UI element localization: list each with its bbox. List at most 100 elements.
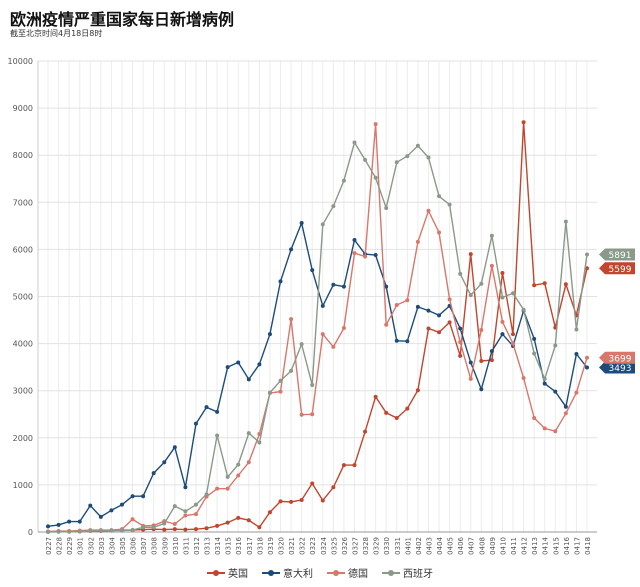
end-label-badge [599,361,635,374]
data-point [98,514,103,519]
data-point [542,281,547,286]
data-point [405,298,410,303]
x-tick-label: 0322 [299,537,307,555]
end-label-badge [599,248,635,261]
legend-item[interactable]: 英国 [207,565,248,580]
data-point [521,375,526,380]
x-tick-label: 0315 [225,537,233,555]
x-tick-label: 0321 [288,537,296,555]
data-point [468,376,473,381]
data-point [236,360,241,365]
data-point [447,202,452,207]
data-point [341,284,346,289]
data-point [278,279,283,284]
data-point [225,520,230,525]
end-label-badge [599,262,635,275]
data-point [394,160,399,165]
data-point [193,502,198,507]
data-point [56,529,61,534]
series-line [47,122,588,533]
data-point [352,237,357,242]
data-point [521,307,526,312]
data-point [437,194,442,199]
x-tick-label: 0409 [489,537,497,555]
x-tick-label: 0414 [542,536,550,554]
data-point [310,268,315,273]
x-tick-label: 0330 [383,537,391,555]
data-point [489,233,494,238]
data-point [479,359,484,364]
x-tick-label: 0316 [235,536,243,554]
data-point [500,319,505,324]
data-point [363,157,368,162]
data-point [193,421,198,426]
data-point [77,519,82,524]
data-point [172,445,177,450]
data-point [479,387,484,392]
data-point [553,429,558,434]
x-tick-label: 0229 [66,537,74,555]
x-tick-label: 0312 [193,537,201,555]
x-tick-label: 0418 [584,537,592,555]
x-tick-label: 0329 [373,537,381,555]
data-point [56,522,61,527]
data-point [574,351,579,356]
data-point [405,154,410,159]
legend-label: 意大利 [283,569,313,580]
legend-item[interactable]: 德国 [327,565,368,580]
data-point [299,497,304,502]
data-point [373,253,378,258]
legend-item[interactable]: 意大利 [262,565,313,580]
data-point [585,252,589,257]
data-point [141,525,146,530]
x-tick-label: 0411 [510,537,518,555]
data-point [46,530,50,534]
data-point [363,254,368,259]
data-point [489,263,494,268]
data-point [331,485,336,490]
data-point [257,525,262,530]
data-point [405,339,410,344]
x-tick-label: 0401 [404,537,412,555]
data-point [67,529,72,534]
data-point [437,313,442,318]
data-point [246,460,251,465]
data-point [352,251,357,256]
data-point [394,416,399,421]
data-point [183,527,188,532]
x-tick-label: 0309 [161,537,169,555]
x-tick-label: 0323 [309,537,317,555]
data-point [532,283,537,288]
data-point [289,368,294,373]
data-point [511,332,516,337]
data-point [225,486,230,491]
data-point [310,481,315,486]
x-tick-label: 0324 [320,536,328,554]
data-point [426,155,431,160]
data-point [511,291,516,296]
data-point [320,498,325,503]
end-label-badge [599,351,635,364]
data-point [172,504,177,509]
x-tick-label: 0327 [351,537,359,555]
data-point [289,499,294,504]
data-point [278,499,283,504]
x-tick-label: 0402 [415,537,423,555]
end-label: 5599 [609,265,632,275]
data-point [384,410,389,415]
data-point [236,462,241,467]
data-point [246,431,251,436]
data-point [183,513,188,518]
legend-item[interactable]: 西班牙 [382,565,433,580]
data-point [119,502,124,507]
data-point [384,322,389,327]
legend-swatch [382,568,400,578]
data-point [130,517,135,522]
x-tick-label: 0310 [172,537,180,555]
y-tick-label: 2000 [13,434,33,443]
data-point [172,521,177,526]
y-tick-label: 3000 [13,387,33,396]
data-point [437,330,442,335]
x-tick-label: 0407 [468,537,476,555]
data-point [204,492,209,497]
